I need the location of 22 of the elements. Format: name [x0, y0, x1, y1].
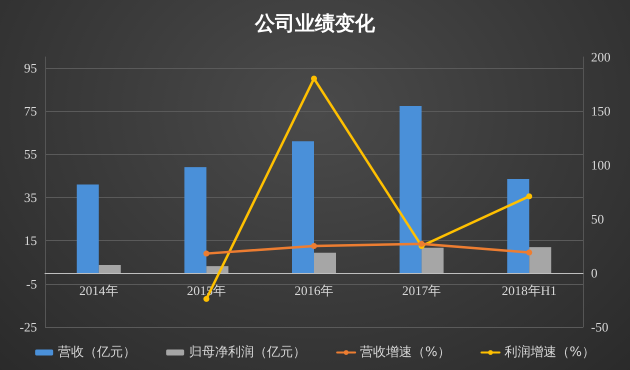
x-tick-label: 2016年: [294, 283, 334, 298]
y2-tick-label: -50: [591, 320, 608, 334]
y-tick-label: 55: [24, 146, 37, 162]
legend-label: 利润增速（%）: [504, 345, 595, 360]
legend-label: 归母净利润（亿元）: [189, 345, 306, 360]
chart-title: 公司业绩变化: [254, 11, 376, 35]
y-tick-label: 35: [24, 190, 37, 205]
x-tick-label: 2018年H1: [502, 283, 557, 298]
x-tick-label: 2014年: [79, 283, 118, 298]
y-tick-label: 75: [24, 104, 37, 118]
legend-label: 营收增速（%）: [360, 345, 451, 360]
y-tick-label: -25: [20, 320, 37, 334]
y2-tick-label: 200: [591, 50, 610, 64]
y-tick-label: -5: [26, 276, 37, 292]
y2-tick-label: 150: [591, 104, 610, 118]
y2-tick-label: 0: [591, 266, 598, 280]
legend-label: 营收（亿元）: [58, 345, 136, 360]
y-tick-label: 95: [24, 60, 37, 76]
y-tick-label: 15: [24, 233, 37, 248]
x-tick-label: 2017年: [402, 283, 442, 298]
y2-tick-label: 50: [591, 212, 604, 226]
y2-tick-label: 100: [591, 158, 610, 172]
